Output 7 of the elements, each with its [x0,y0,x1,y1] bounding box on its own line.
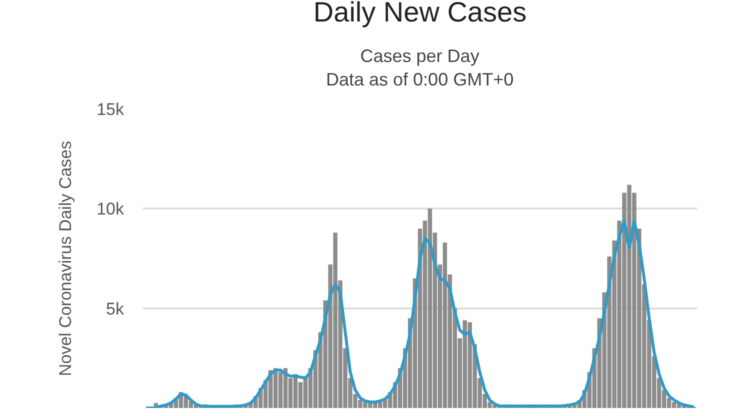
line-series [144,219,696,408]
y-tick-label: 15k [96,100,124,119]
y-tick-label: 5k [106,299,124,318]
y-tick-label: 10k [96,200,124,219]
y-axis-title: Novel Coronavirus Daily Cases [56,140,76,376]
chart-subtitle: Cases per Day Data as of 0:00 GMT+0 [326,46,514,90]
chart-title: Daily New Cases [313,0,527,28]
